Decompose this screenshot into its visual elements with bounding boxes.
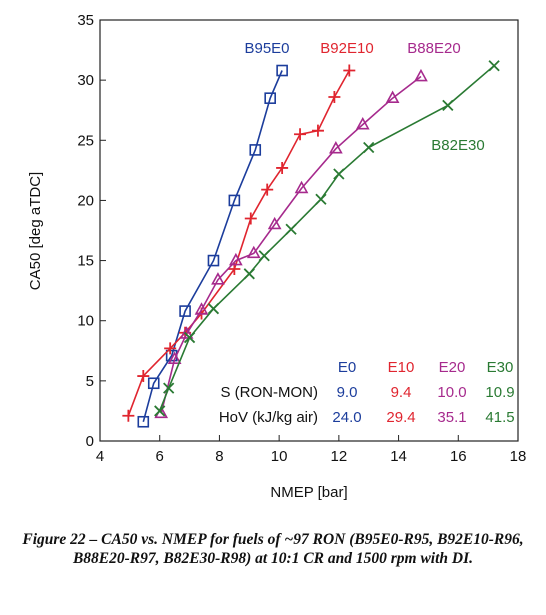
x-tick-label: 16 bbox=[450, 448, 467, 465]
data-point bbox=[228, 194, 241, 207]
data-point bbox=[315, 193, 327, 205]
table-cell: 10.0 bbox=[437, 384, 466, 401]
y-tick-label: 10 bbox=[77, 313, 94, 330]
y-tick-label: 30 bbox=[77, 72, 94, 89]
data-point bbox=[246, 245, 261, 259]
data-point bbox=[488, 60, 500, 72]
series-label-b82e30: B82E30 bbox=[431, 137, 484, 154]
data-point bbox=[211, 272, 225, 285]
fuel-property-table: E0 E10 E20 E30 S (RON-MON) 9.0 9.4 10.0 10.9 HoV … bbox=[219, 359, 515, 426]
y-tick-label: 5 bbox=[86, 373, 94, 390]
plot-frame bbox=[99, 19, 519, 442]
data-point bbox=[122, 409, 135, 422]
data-point bbox=[329, 141, 343, 154]
table-cell: 9.4 bbox=[391, 384, 412, 401]
data-point bbox=[343, 64, 356, 77]
data-point bbox=[294, 180, 309, 194]
series-line bbox=[158, 65, 495, 412]
table-cell: 29.4 bbox=[386, 409, 415, 426]
data-point bbox=[328, 90, 341, 103]
table-cell: 10.9 bbox=[485, 384, 514, 401]
data-point bbox=[261, 183, 274, 196]
data-point bbox=[285, 223, 297, 235]
data-point bbox=[267, 216, 282, 230]
series-b95e0 bbox=[137, 64, 288, 428]
data-point bbox=[244, 212, 257, 225]
series-b88e20 bbox=[154, 68, 428, 419]
y-tick-label: 0 bbox=[86, 433, 94, 450]
series-line bbox=[142, 70, 283, 423]
data-point bbox=[385, 90, 400, 103]
x-tick-label: 14 bbox=[390, 448, 407, 465]
data-point bbox=[294, 128, 307, 141]
x-tick-label: 4 bbox=[96, 448, 104, 465]
data-point bbox=[207, 303, 220, 315]
data-point bbox=[137, 415, 150, 428]
y-axis-label: CA50 [deg aTDC] bbox=[27, 172, 44, 290]
data-point bbox=[167, 351, 182, 365]
data-point bbox=[207, 254, 220, 267]
x-tick-label: 6 bbox=[156, 448, 164, 465]
data-point bbox=[147, 377, 160, 390]
table-row-label: HoV (kJ/kg air) bbox=[219, 409, 318, 426]
series-layer bbox=[122, 60, 500, 428]
data-point bbox=[414, 68, 428, 82]
table-column-header: E30 bbox=[487, 359, 514, 376]
y-axis-ticks: 0 5 10 15 20 25 30 35 bbox=[77, 12, 106, 450]
data-point bbox=[442, 99, 454, 112]
x-axis-ticks: 4 6 8 10 12 14 16 18 bbox=[96, 435, 527, 465]
table-cell: 24.0 bbox=[332, 409, 361, 426]
series-line bbox=[127, 70, 350, 416]
data-point bbox=[355, 116, 370, 130]
data-point bbox=[363, 141, 375, 154]
data-point bbox=[249, 144, 262, 156]
table-cell: 9.0 bbox=[337, 384, 358, 401]
data-point bbox=[276, 64, 288, 77]
x-axis-label: NMEP [bar] bbox=[270, 484, 347, 501]
y-tick-label: 20 bbox=[77, 192, 94, 209]
series-line bbox=[160, 75, 422, 414]
data-point bbox=[163, 382, 175, 394]
table-cell: 35.1 bbox=[437, 409, 466, 426]
data-point bbox=[179, 305, 191, 317]
x-tick-label: 10 bbox=[271, 448, 288, 465]
data-point bbox=[264, 92, 276, 104]
data-point bbox=[179, 326, 194, 339]
figure-caption: Figure 22 – CA50 vs. NMEP for fuels of ~… bbox=[22, 531, 524, 567]
series-label-b92e10: B92E10 bbox=[320, 40, 373, 57]
data-point bbox=[194, 302, 209, 315]
data-point bbox=[258, 250, 270, 262]
y-tick-label: 25 bbox=[77, 132, 94, 149]
table-column-header: E0 bbox=[338, 359, 356, 376]
table-column-header: E20 bbox=[439, 359, 466, 376]
table-cell: 41.5 bbox=[485, 409, 514, 426]
data-point bbox=[311, 124, 324, 137]
series-labels: B95E0 B92E10 B88E20 B82E30 bbox=[244, 40, 484, 154]
data-point bbox=[154, 405, 166, 417]
table-column-header: E10 bbox=[388, 359, 415, 376]
table-row-label: S (RON-MON) bbox=[221, 384, 319, 401]
series-b92e10 bbox=[122, 64, 356, 422]
y-tick-label: 15 bbox=[77, 253, 94, 270]
data-point bbox=[243, 268, 255, 280]
data-point bbox=[276, 161, 289, 174]
y-tick-label: 35 bbox=[77, 12, 94, 29]
x-tick-label: 12 bbox=[331, 448, 348, 465]
series-label-b88e20: B88E20 bbox=[407, 40, 460, 57]
data-point bbox=[228, 252, 243, 266]
data-point bbox=[137, 370, 150, 383]
series-label-b95e0: B95E0 bbox=[244, 40, 289, 57]
data-point bbox=[333, 168, 345, 180]
data-point bbox=[183, 331, 196, 344]
x-tick-label: 8 bbox=[215, 448, 223, 465]
data-point bbox=[164, 342, 177, 355]
x-tick-label: 18 bbox=[510, 448, 527, 465]
series-b82e30 bbox=[154, 60, 500, 417]
